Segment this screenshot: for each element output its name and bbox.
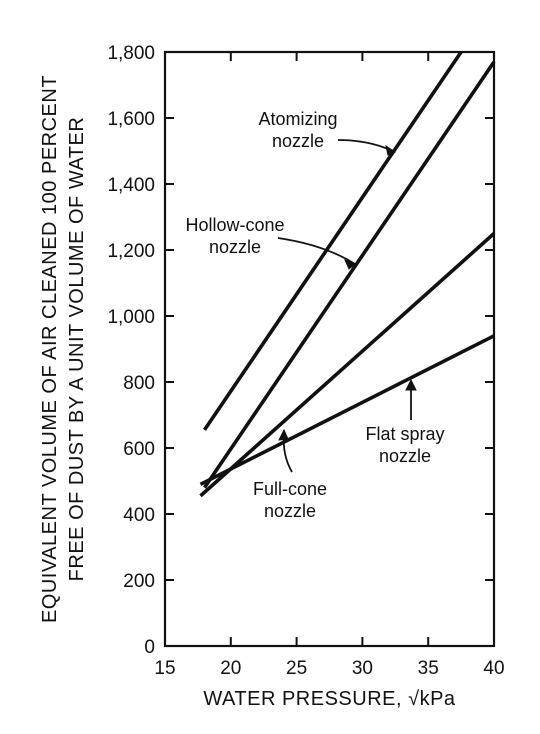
series-group [199,50,496,498]
y-tick-label: 800 [123,373,155,394]
full-cone-label-line1: Full-cone [253,479,327,499]
y-tick-label: 0 [144,637,155,658]
atomizing-arrowhead [385,144,397,156]
hollow-cone-line [203,60,496,489]
axes [163,50,496,648]
axis-titles: WATER PRESSURE, √kPa EQUIVALENT VOLUME OF… [39,75,456,710]
atomizing-label-line2: nozzle [272,131,324,151]
atomizing-label-line1: Atomizing [258,109,337,129]
y-axis-title-line2: FREE OF DUST BY A UNIT VOLUME OF WATER [66,117,88,582]
y-tick-label: 1,200 [107,241,155,262]
hollow-cone-leader [277,237,356,265]
atomizing-line [203,50,463,431]
x-axis-title: WATER PRESSURE, √kPa [203,688,456,710]
hollow-cone-label-line1: Hollow-cone [185,215,284,235]
x-tick-label: 25 [286,658,307,679]
y-tick-label: 1,400 [107,175,155,196]
y-tick-label: 600 [123,439,155,460]
x-tick-label: 15 [154,658,175,679]
x-tick-label: 35 [418,658,439,679]
flat-spray-arrowhead [405,378,417,391]
ticks: 0 200 400 600 800 1,000 1,200 1,400 1,600 1,800 15… [107,43,504,679]
leader-lines [277,139,417,473]
y-tick-label: 1,600 [107,109,155,130]
flat-spray-label-line1: Flat spray [365,424,444,444]
x-tick-label: 40 [483,658,504,679]
x-tick-label: 30 [352,658,373,679]
y-tick-label: 200 [123,571,155,592]
annotation-labels: AtomizingnozzleHollow-conenozzleFull-con… [185,109,444,521]
hollow-cone-label-line2: nozzle [209,237,261,257]
y-axis-title-line1: EQUIVALENT VOLUME OF AIR CLEANED 100 PER… [39,75,61,623]
y-tick-label: 1,800 [107,43,155,64]
plot-frame [163,50,496,648]
x-tick-label: 20 [220,658,241,679]
full-cone-label-line2: nozzle [264,501,316,521]
flat-spray-line [199,334,495,486]
hollow-cone-arrowhead [344,259,356,270]
y-tick-label: 400 [123,505,155,526]
flat-spray-label-line2: nozzle [379,446,431,466]
y-tick-label: 1,000 [107,307,155,328]
full-cone-line [199,232,496,498]
full-cone-arrowhead [278,428,289,441]
